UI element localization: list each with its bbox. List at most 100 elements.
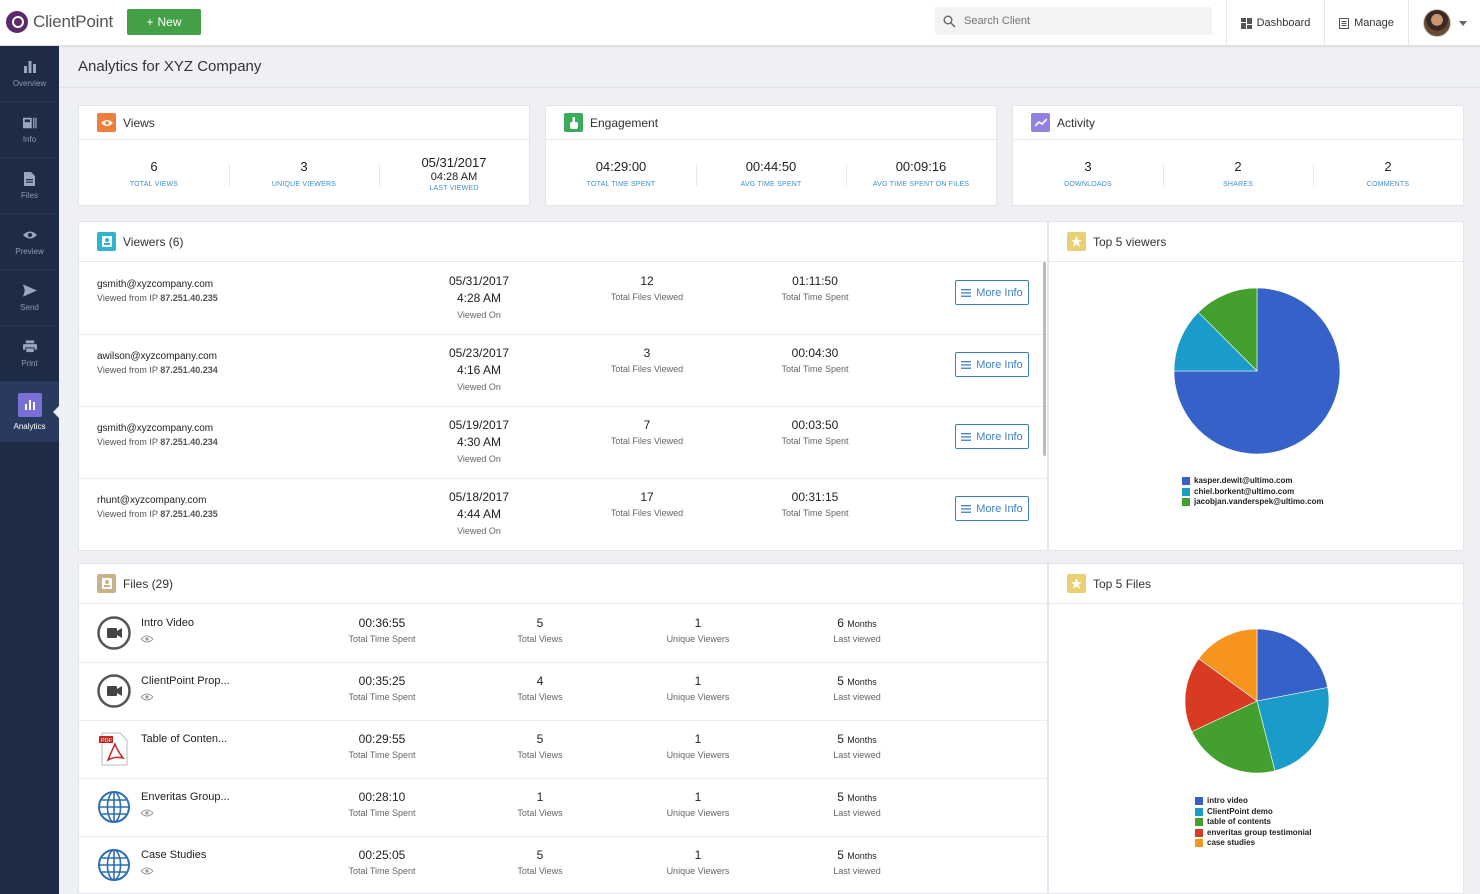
viewed-on-cell: 05/19/2017 4:30 AM Viewed On — [419, 418, 539, 464]
views-title: Views — [123, 115, 155, 130]
pie-slice[interactable] — [1197, 287, 1258, 372]
legend-item: kasper.dewit@ultimo.com — [1182, 476, 1324, 487]
file-views-cell: 4 Total Views — [480, 674, 600, 702]
last-viewed-label: LAST VIEWED — [429, 184, 479, 192]
viewer-ip-value: 87.251.40.234 — [160, 437, 218, 447]
pie-slice[interactable] — [1173, 287, 1341, 455]
sidebar-item-info[interactable]: Info — [0, 102, 59, 158]
plus-icon: + — [146, 15, 154, 29]
top-viewers-header: Top 5 viewers — [1049, 222, 1463, 262]
user-menu[interactable] — [1408, 0, 1480, 46]
viewed-on-label: Viewed On — [457, 454, 501, 464]
file-time-cell: 00:25:05 Total Time Spent — [322, 848, 442, 876]
viewed-from-label: Viewed from IP — [97, 509, 158, 519]
file-row[interactable]: Case Studies 00:25:05 Total Time Spent 5… — [79, 837, 1047, 893]
file-last-viewed-cell: 5 Months Last viewed — [797, 790, 917, 818]
pie-slice[interactable] — [1184, 658, 1258, 733]
last-viewed-label: Last viewed — [833, 866, 881, 876]
file-unique-cell: 1 Unique Viewers — [638, 848, 758, 876]
file-row[interactable]: ClientPoint Prop... 00:35:25 Total Time … — [79, 663, 1047, 721]
sidebar-item-label: Send — [20, 302, 39, 312]
legend-label: enveritas group testimonial — [1207, 827, 1312, 837]
new-button[interactable]: + New — [127, 9, 201, 35]
logo-text: ClientPoint — [33, 12, 114, 31]
svg-text:PDF: PDF — [101, 738, 113, 744]
file-row[interactable]: Intro Video 00:36:55 Total Time Spent 5 … — [79, 605, 1047, 663]
last-viewed-label: Last viewed — [833, 808, 881, 818]
legend-label: table of contents — [1207, 817, 1272, 826]
viewed-on-label: Viewed On — [457, 526, 501, 536]
downloads-label: DOWNLOADS — [1064, 180, 1112, 188]
hand-pointer-icon — [564, 113, 583, 132]
file-unique-value: 1 — [694, 616, 702, 630]
file-views-label: Total Views — [517, 750, 563, 760]
file-views-label: Total Views — [517, 866, 563, 876]
viewed-from-label: Viewed from IP — [97, 365, 158, 375]
eye-icon — [22, 228, 37, 242]
files-viewed-label: Total Files Viewed — [610, 292, 684, 302]
clientpoint-logo[interactable]: ClientPoint — [6, 9, 113, 35]
more-info-button[interactable]: More Info — [955, 352, 1029, 377]
viewers-scrollbar[interactable] — [1043, 262, 1046, 456]
legend-swatch — [1182, 477, 1190, 486]
more-info-button[interactable]: More Info — [955, 496, 1029, 521]
page-title: Analytics for XYZ Company — [78, 58, 262, 75]
files-icon — [97, 574, 116, 593]
file-views-cell: 5 Total Views — [480, 616, 600, 644]
file-name: Table of Conten... — [141, 733, 228, 745]
legend-label: kasper.dewit@ultimo.com — [1194, 476, 1293, 485]
pie-slice[interactable] — [1191, 700, 1276, 774]
last-viewed-stat: 05/31/2017 04:28 AM LAST VIEWED — [379, 140, 529, 206]
viewer-email: rhunt@xyzcompany.com — [97, 495, 207, 506]
total-time-label: TOTAL TIME SPENT — [586, 180, 656, 188]
sidebar: Overview Info Files Preview Send Print A… — [0, 46, 59, 894]
eye-icon — [141, 867, 153, 875]
total-views-label: TOTAL VIEWS — [129, 180, 179, 188]
dashboard-nav[interactable]: Dashboard — [1226, 0, 1324, 46]
months-label: Months — [847, 793, 877, 803]
globe-icon — [97, 848, 131, 882]
sidebar-item-preview[interactable]: Preview — [0, 214, 59, 270]
more-info-button[interactable]: More Info — [955, 424, 1029, 449]
file-name: Case Studies — [141, 849, 207, 861]
more-info-label: More Info — [976, 502, 1023, 515]
months-value: 5 — [837, 732, 844, 746]
file-views-value: 5 — [536, 848, 544, 862]
top-viewers-pie-chart — [1173, 287, 1341, 455]
more-info-label: More Info — [976, 430, 1023, 443]
avg-files-time-label: AVG TIME SPENT ON FILES — [872, 180, 970, 188]
file-row[interactable]: PDF Table of Conten... 00:29:55 Total Ti… — [79, 721, 1047, 779]
legend-label: case studies — [1207, 838, 1256, 847]
title-divider — [59, 87, 1480, 88]
manage-nav[interactable]: Manage — [1324, 0, 1408, 46]
viewed-on-cell: 05/23/2017 4:16 AM Viewed On — [419, 346, 539, 392]
search-input[interactable] — [964, 15, 1204, 27]
pie-slice[interactable] — [1173, 311, 1258, 372]
months-value: 6 — [837, 616, 844, 630]
file-unique-value: 1 — [694, 848, 702, 862]
more-info-button[interactable]: More Info — [955, 280, 1029, 305]
file-unique-label: Unique Viewers — [666, 808, 730, 818]
engagement-card: Engagement 04:29:00 TOTAL TIME SPENT 00:4… — [545, 105, 997, 206]
pie-slice[interactable] — [1256, 628, 1329, 702]
viewer-email-block: rhunt@xyzcompany.com Viewed from IP 87.2… — [97, 495, 218, 519]
sidebar-item-overview[interactable]: Overview — [0, 46, 59, 102]
legend-swatch — [1195, 839, 1203, 848]
pie-slice[interactable] — [1256, 687, 1330, 772]
sidebar-item-label: Info — [22, 134, 37, 144]
file-last-viewed-cell: 6 Months Last viewed — [797, 616, 917, 644]
file-row[interactable]: Enveritas Group... 00:28:10 Total Time S… — [79, 779, 1047, 837]
chevron-down-icon — [1458, 20, 1467, 26]
file-name-block: ClientPoint Prop... — [141, 675, 230, 701]
search-box[interactable] — [935, 7, 1212, 35]
avg-time-stat: 00:44:50 AVG TIME SPENT — [696, 140, 846, 206]
list-icon — [961, 432, 972, 441]
sidebar-item-analytics[interactable]: Analytics — [0, 382, 59, 442]
sidebar-item-send[interactable]: Send — [0, 270, 59, 326]
sidebar-item-print[interactable]: Print — [0, 326, 59, 382]
file-time-label: Total Time Spent — [348, 808, 416, 818]
pie-slice[interactable] — [1198, 628, 1258, 702]
views-card: Views 6 TOTAL VIEWS 3 UNIQUE VIEWERS 05/31… — [78, 105, 530, 206]
sidebar-item-files[interactable]: Files — [0, 158, 59, 214]
legend-item: chiel.borkent@ultimo.com — [1182, 487, 1324, 498]
